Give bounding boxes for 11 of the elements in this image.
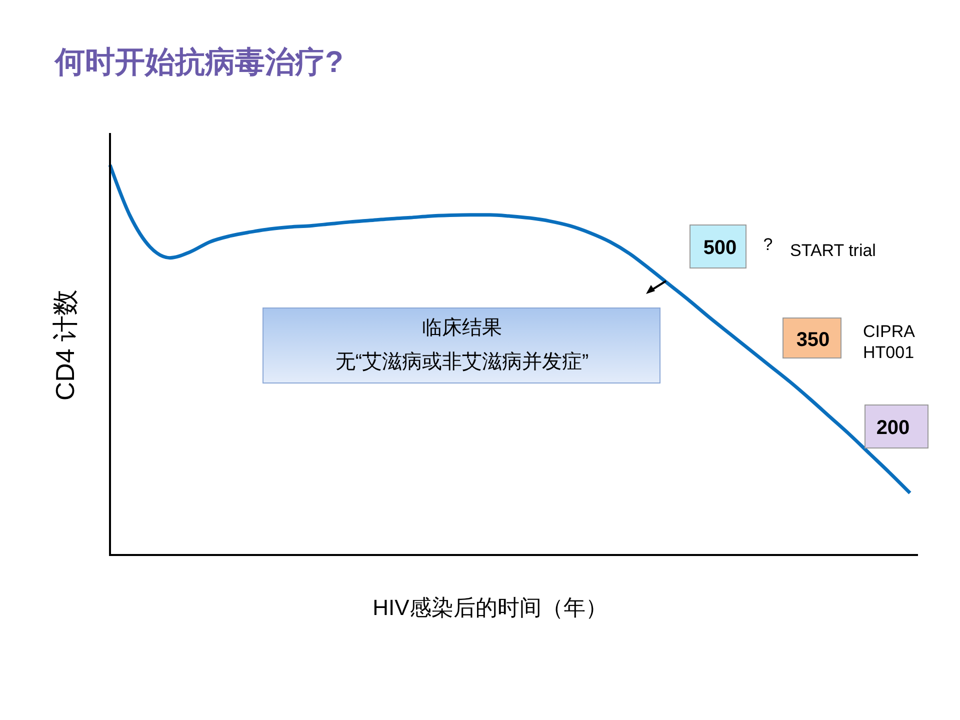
chart-title: 何时开始抗病毒治疗? xyxy=(54,46,344,79)
annotation: 350 xyxy=(796,329,830,351)
y-axis-title: CD4 计数 xyxy=(50,289,80,401)
x-axis-title: HIV感染后的时间（年） xyxy=(372,595,608,620)
annotation: 200 xyxy=(876,417,910,439)
annotation: CIPRA HT001 xyxy=(863,322,916,362)
annotation: 500 xyxy=(703,237,737,259)
annotation: START trial xyxy=(790,241,876,260)
annotation: 无“艾滋病或非艾滋病并发症” xyxy=(335,351,589,373)
annotation: ? xyxy=(763,235,773,254)
annotation: 临床结果 xyxy=(422,317,502,339)
